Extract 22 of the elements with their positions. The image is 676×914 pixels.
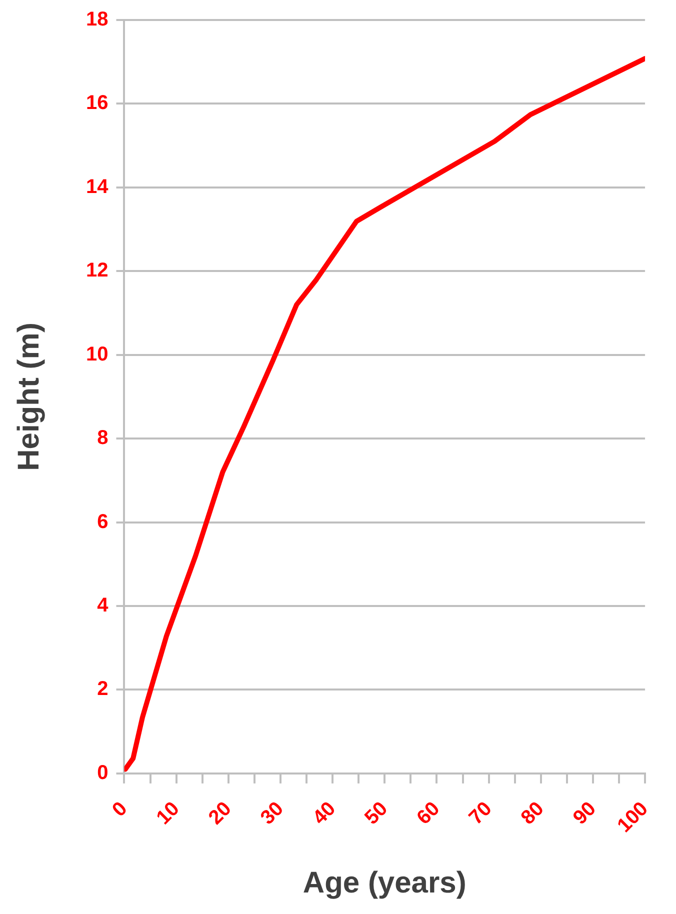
y-tick-label: 0: [97, 762, 108, 784]
y-tick-label: 6: [97, 510, 108, 533]
y-axis-title: Height (m): [12, 322, 46, 471]
x-tick-label: 80: [517, 798, 548, 830]
x-tick-label: 100: [613, 798, 652, 837]
y-tick-label: 18: [86, 8, 108, 31]
y-tick-label: 8: [97, 427, 108, 450]
x-tick-label: 60: [412, 798, 444, 830]
y-tick-label: 4: [97, 594, 110, 617]
x-tick-label: 50: [360, 798, 392, 830]
y-tick-label: 12: [86, 260, 108, 282]
x-axis-title: Age (years): [302, 866, 466, 900]
y-tick-label: 10: [86, 343, 108, 366]
y-tick-label: 2: [97, 678, 108, 700]
x-tick-label: 20: [204, 798, 236, 830]
y-tick-label: 16: [86, 92, 108, 114]
x-tick-label: 40: [308, 798, 340, 830]
x-tick-label: 30: [256, 798, 288, 830]
x-tick-label: 90: [569, 798, 600, 830]
y-tick-label: 14: [86, 176, 110, 198]
x-tick-label: 70: [464, 798, 496, 830]
x-tick-label: 10: [152, 798, 184, 830]
